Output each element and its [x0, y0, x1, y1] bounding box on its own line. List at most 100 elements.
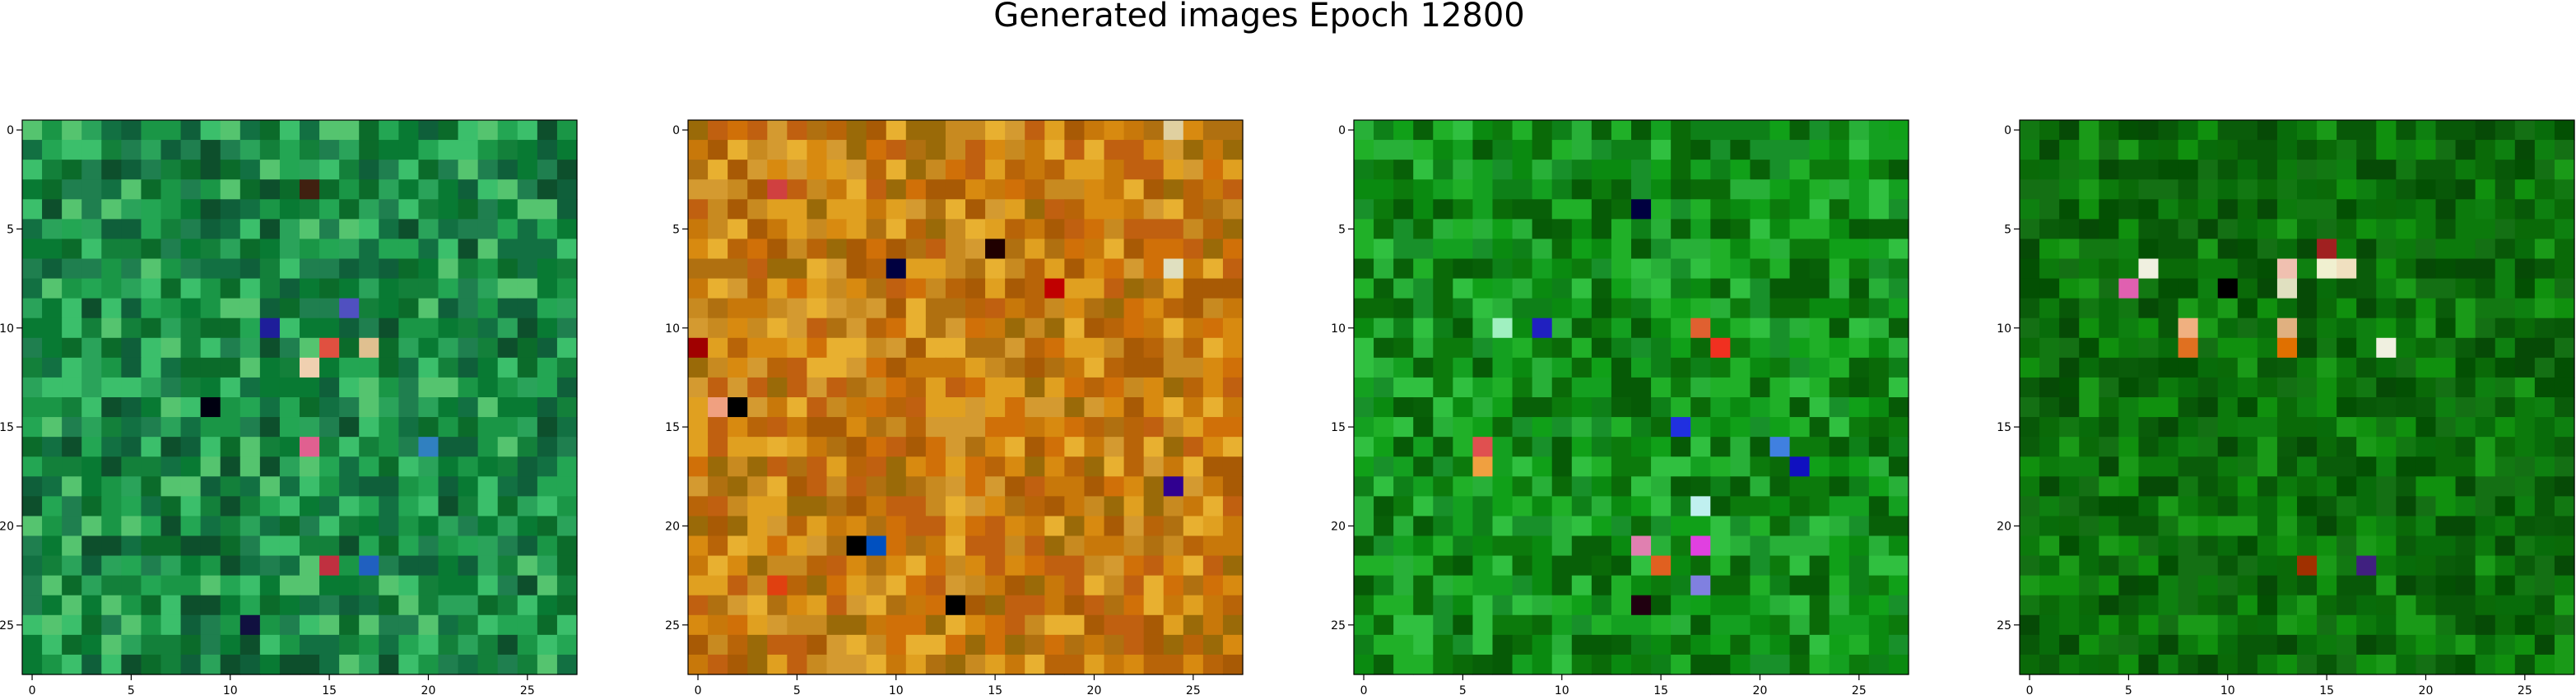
pixel-cell — [965, 298, 986, 319]
pixel-cell — [2020, 120, 2040, 141]
pixel-cell — [925, 140, 946, 160]
pixel-cell — [239, 614, 261, 636]
pixel-cell — [279, 199, 300, 220]
pixel-cell — [537, 160, 558, 180]
pixel-cell — [985, 219, 1006, 240]
pixel-cell — [2079, 397, 2099, 418]
pixel-cell — [1393, 535, 1414, 557]
pixel-cell — [2455, 575, 2476, 596]
pixel-cell — [1393, 654, 1414, 675]
pixel-cell — [1611, 317, 1632, 339]
pixel-cell — [101, 654, 122, 675]
pixel-cell — [180, 595, 202, 616]
pixel-cell — [121, 258, 142, 280]
pixel-cell — [497, 317, 518, 339]
pixel-cell — [497, 140, 518, 160]
pixel-cell — [101, 278, 122, 299]
pixel-cell — [1512, 298, 1533, 319]
pixel-cell — [200, 120, 221, 141]
pixel-cell — [2495, 298, 2516, 319]
x-tick-label: 10 — [889, 684, 904, 695]
pixel-cell — [1888, 397, 1909, 418]
pixel-cell — [1064, 555, 1086, 577]
pixel-cell — [1064, 575, 1086, 596]
pixel-cell — [1472, 377, 1494, 398]
image-panels: 0055101015152020252500551010151520202525… — [0, 119, 2575, 695]
pixel-cell — [537, 417, 558, 438]
pixel-cell — [359, 397, 379, 418]
pixel-cell — [1163, 317, 1184, 339]
pixel-cell — [81, 219, 102, 240]
pixel-cell — [1393, 199, 1414, 220]
pixel-cell — [2158, 555, 2179, 577]
pixel-cell — [1730, 575, 1751, 596]
pixel-cell — [1868, 476, 1890, 497]
pixel-cell — [747, 516, 768, 537]
pixel-cell — [1769, 595, 1791, 616]
pixel-cell — [2099, 219, 2119, 240]
pixel-cell — [62, 634, 82, 656]
pixel-cell — [497, 634, 518, 656]
pixel-cell — [2514, 199, 2536, 220]
pixel-cell — [81, 634, 102, 656]
pixel-cell — [1631, 317, 1652, 339]
pixel-cell — [1472, 516, 1494, 537]
pixel-cell — [2178, 496, 2199, 517]
pixel-cell — [1084, 298, 1105, 319]
pixel-cell — [2554, 140, 2575, 160]
pixel-cell — [1104, 160, 1125, 180]
pixel-cell — [556, 298, 578, 319]
pixel-cell — [1453, 437, 1474, 457]
pixel-cell — [2514, 377, 2536, 398]
pixel-cell — [1532, 160, 1553, 180]
pixel-cell — [708, 377, 728, 398]
pixel-cell — [2416, 258, 2437, 280]
pixel-cell — [1374, 575, 1394, 596]
pixel-cell — [2514, 535, 2536, 557]
pixel-cell — [160, 654, 182, 675]
pixel-cell — [141, 417, 162, 438]
pixel-cell — [1848, 654, 1870, 675]
pixel-cell — [925, 456, 946, 477]
pixel-cell — [1354, 397, 1374, 418]
pixel-cell — [2514, 298, 2536, 319]
pixel-cell — [1591, 199, 1612, 220]
pixel-cell — [2020, 437, 2040, 457]
pixel-cell — [826, 535, 848, 557]
pixel-cell — [1888, 199, 1909, 220]
pixel-cell — [965, 614, 986, 636]
pixel-cell — [2257, 575, 2278, 596]
pixel-cell — [1848, 417, 1870, 438]
pixel-cell — [1453, 496, 1474, 517]
pixel-cell — [477, 199, 499, 220]
pixel-cell — [2554, 397, 2575, 418]
pixel-cell — [62, 140, 82, 160]
pixel-cell — [2217, 496, 2239, 517]
pixel-cell — [985, 397, 1006, 418]
pixel-cell — [160, 595, 182, 616]
pixel-cell — [398, 417, 420, 438]
pixel-cell — [1611, 120, 1632, 141]
pixel-cell — [141, 456, 162, 477]
pixel-cell — [1123, 555, 1145, 577]
pixel-cell — [1222, 397, 1244, 418]
pixel-cell — [1591, 417, 1612, 438]
pixel-cell — [2020, 456, 2040, 477]
pixel-cell — [497, 437, 518, 457]
pixel-cell — [2039, 377, 2060, 398]
pixel-cell — [121, 496, 142, 517]
pixel-cell — [846, 456, 867, 477]
pixel-cell — [1551, 417, 1573, 438]
pixel-cell — [2197, 179, 2219, 200]
pixel-cell — [1025, 555, 1045, 577]
pixel-cell — [2197, 595, 2219, 616]
pixel-cell — [2376, 278, 2397, 299]
pixel-cell — [2416, 575, 2437, 596]
pixel-cell — [1163, 258, 1184, 280]
pixel-cell — [2099, 535, 2119, 557]
pixel-cell — [985, 278, 1006, 299]
pixel-cell — [239, 496, 261, 517]
pixel-cell — [2514, 575, 2536, 596]
pixel-cell — [1591, 575, 1612, 596]
pixel-cell — [2514, 516, 2536, 537]
